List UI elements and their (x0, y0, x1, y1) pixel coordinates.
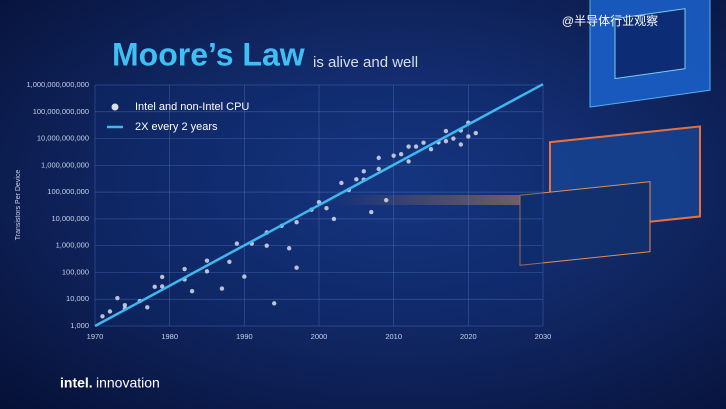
data-point (294, 265, 299, 270)
y-tick-label: 10,000,000,000 (37, 134, 89, 143)
title: Moore’s Law (112, 36, 305, 72)
plot: 1,000 10,000 100,000 1,000,000 10,000,000 100… (26, 80, 551, 341)
data-point (264, 243, 269, 248)
data-point (100, 314, 105, 319)
legend-swatch (111, 103, 119, 111)
data-point (286, 246, 292, 251)
trend-line (94, 83, 544, 328)
watermark: @半导体行业观察 (562, 14, 658, 28)
footer-brand: intel. (60, 375, 93, 391)
data-point (451, 136, 456, 141)
data-point (466, 134, 471, 139)
data-point (339, 180, 344, 186)
data-point (227, 259, 232, 264)
data-point (160, 274, 165, 280)
y-tick-label: 100,000,000,000 (33, 107, 89, 116)
x-tick-label: 1990 (236, 332, 253, 341)
data-point (331, 216, 337, 222)
x-tick-label: 1970 (87, 332, 104, 341)
y-tick-label: 1,000 (70, 321, 89, 330)
data-point (413, 144, 419, 149)
data-point (324, 206, 329, 211)
y-axis-label: Transistors Per Device (15, 170, 22, 241)
data-point (458, 142, 464, 147)
data-point (219, 286, 225, 291)
data-point (354, 177, 359, 182)
x-tick-label: 2030 (535, 332, 552, 341)
data-point (369, 209, 374, 215)
data-point (406, 144, 411, 149)
data-point (473, 130, 478, 136)
subtitle: is alive and well (313, 54, 418, 71)
data-point (384, 197, 389, 203)
data-point (204, 269, 210, 274)
x-tick-label: 1980 (161, 332, 178, 341)
data-point (421, 140, 426, 145)
legend-label: Intel and non-Intel CPU (135, 101, 249, 113)
y-tick-label: 1,000,000,000,000 (26, 80, 89, 89)
data-point (107, 309, 113, 314)
y-tick-label: 1,000,000 (56, 241, 89, 250)
data-point (398, 152, 404, 157)
y-tick-label: 100,000 (62, 267, 89, 276)
data-point (145, 305, 150, 310)
x-tick-label: 2010 (385, 332, 402, 341)
data-point (152, 284, 157, 290)
data-point (376, 155, 381, 161)
data-point (242, 274, 247, 279)
data-point (443, 128, 449, 134)
data-point (182, 266, 187, 272)
data-point (122, 302, 128, 308)
y-tick-label: 1,000,000,000 (41, 160, 89, 169)
legend-label: 2X every 2 years (135, 121, 218, 133)
data-point (391, 153, 396, 158)
y-tick-label: 10,000 (66, 294, 89, 303)
data-point (234, 241, 240, 246)
data-point (204, 258, 210, 263)
y-tick-label: 100,000,000 (47, 187, 89, 196)
data-point (294, 220, 299, 225)
data-point (406, 159, 411, 164)
data-point (115, 295, 120, 301)
data-point (160, 284, 165, 289)
data-point (428, 147, 434, 152)
x-tick-label: 2020 (460, 332, 477, 341)
decoration (330, 0, 711, 266)
y-tick-label: 10,000,000 (51, 214, 89, 223)
data-point (376, 166, 381, 172)
data-point (272, 301, 277, 306)
data-point (443, 138, 449, 144)
data-point (189, 288, 195, 294)
data-point (361, 169, 366, 174)
footer-event: innovation (96, 375, 160, 391)
x-tick-label: 2000 (311, 332, 328, 341)
